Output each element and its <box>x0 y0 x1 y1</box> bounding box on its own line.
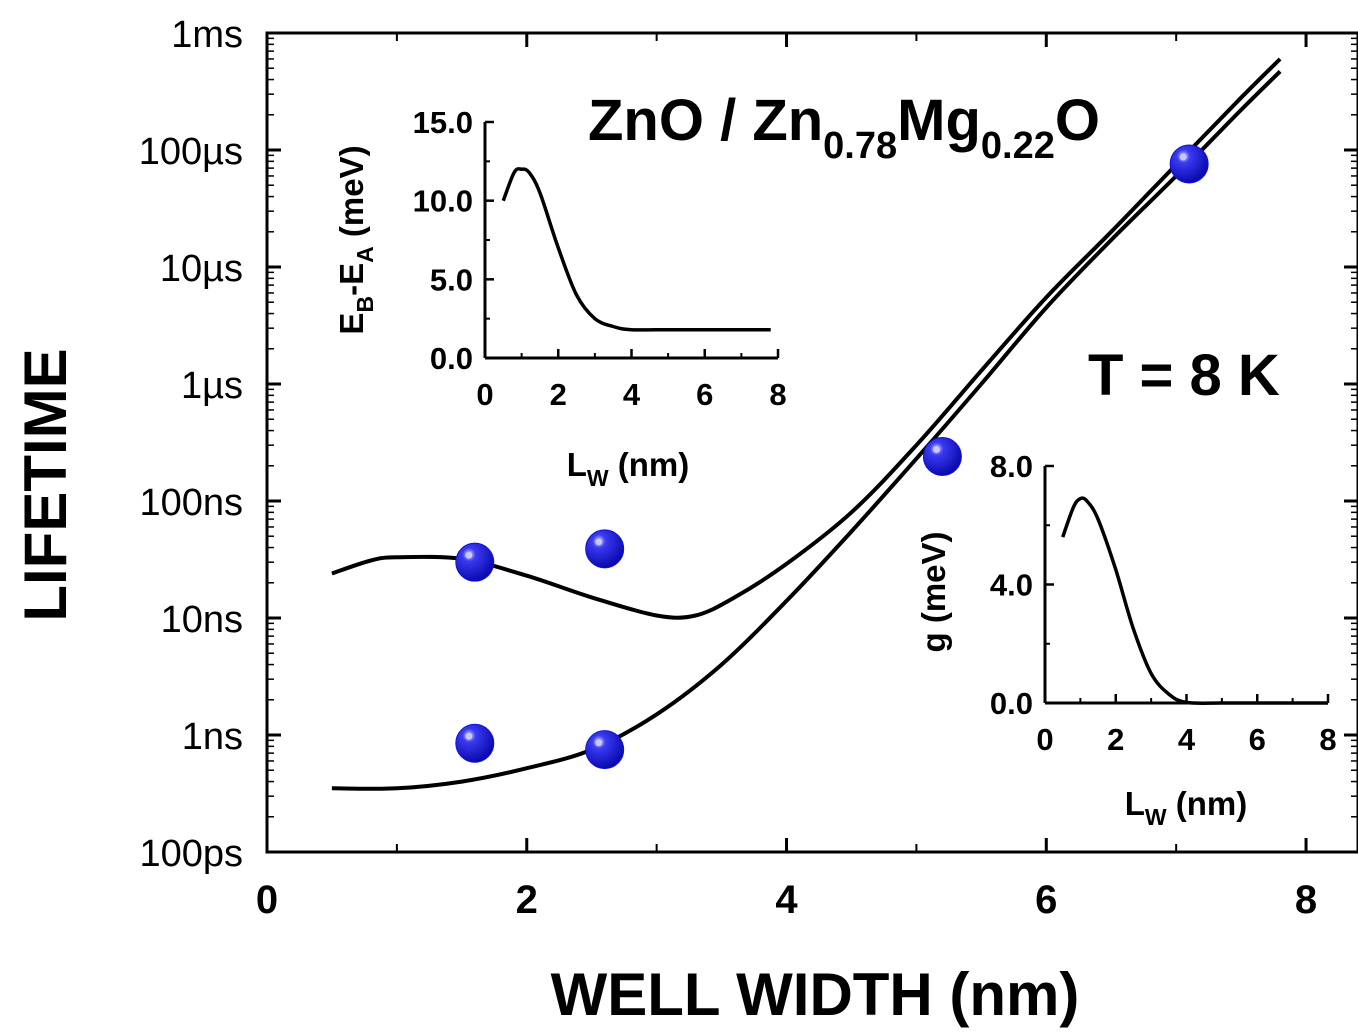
x-tick-label: 8 <box>1295 878 1317 922</box>
inset-x-tick-label: 6 <box>696 377 713 412</box>
data-point <box>455 542 495 582</box>
x-axis-title: WELL WIDTH (nm) <box>551 961 1080 1028</box>
inset1-x-title: LW (nm) <box>567 446 690 491</box>
x-tick-label: 6 <box>1035 878 1057 922</box>
inset-x-tick-label: 4 <box>1178 722 1196 757</box>
chart-title: ZnO / Zn0.78Mg0.22O <box>588 88 1100 167</box>
data-point <box>585 529 625 569</box>
inset-x-tick-label: 2 <box>550 377 567 412</box>
inset-y-tick-label: 8.0 <box>990 449 1033 484</box>
x-tick-label: 4 <box>775 878 798 922</box>
data-point-highlight <box>465 732 473 740</box>
main-plot-border <box>265 31 1358 854</box>
y-tick-label: 100µs <box>139 131 243 173</box>
temperature-annotation: T = 8 K <box>1088 343 1280 408</box>
y-tick-label: 1ms <box>171 14 243 56</box>
data-point-highlight <box>465 551 473 559</box>
inset2-y-title: g (meV) <box>915 531 952 652</box>
data-point-highlight <box>595 538 603 546</box>
data-point-highlight <box>1179 153 1187 161</box>
main-plot-frame <box>265 31 1358 854</box>
data-point <box>1169 144 1209 184</box>
inset-x-tick-label: 8 <box>769 377 786 412</box>
main-curves <box>331 57 1282 791</box>
y-tick-label: 1µs <box>181 365 243 407</box>
inset-x-tick-label: 8 <box>1319 722 1336 757</box>
y-tick-label: 10µs <box>160 248 243 290</box>
y-tick-label: 100ns <box>139 482 243 524</box>
data-point <box>922 437 962 477</box>
inset-y-tick-label: 10.0 <box>413 184 473 219</box>
inset-curve <box>501 167 771 332</box>
main-data-points <box>455 144 1209 770</box>
inset-x-tick-label: 4 <box>623 377 641 412</box>
main-axis-ticks: 0 2 4 6 8 100ps 1ns 10ns 100ns 1µs 10µs 100µs 1ms <box>139 14 1358 922</box>
inset-x-tick-label: 0 <box>476 377 493 412</box>
y-tick-label: 100ps <box>139 833 243 875</box>
inset-y-tick-label: 15.0 <box>413 105 473 140</box>
y-axis-title: LIFETIME <box>12 348 79 621</box>
data-point-highlight <box>595 739 603 747</box>
y-tick-label: 10ns <box>161 599 243 641</box>
inset-y-tick-label: 0.0 <box>990 686 1033 721</box>
inset-y-tick-label: 4.0 <box>990 568 1033 603</box>
x-tick-label: 0 <box>256 878 278 922</box>
inset-y-tick-label: 0.0 <box>430 341 473 376</box>
lifetime-curve-2 <box>331 69 1282 791</box>
inset-y-tick-label: 5.0 <box>430 262 473 297</box>
inset-x-tick-label: 0 <box>1036 722 1053 757</box>
inset-x-tick-label: 2 <box>1107 722 1124 757</box>
x-tick-label: 2 <box>516 878 538 922</box>
inset1-y-title: EB-EA (meV) <box>333 145 378 334</box>
data-point <box>455 723 495 763</box>
inset-energy-splitting: 0 2 4 6 8 0.0 5.0 10.0 15.0 <box>413 105 787 412</box>
inset-x-tick-label: 6 <box>1249 722 1266 757</box>
y-tick-label: 1ns <box>182 716 243 758</box>
data-point-highlight <box>932 446 940 454</box>
inset2-x-title: LW (nm) <box>1125 785 1248 830</box>
data-point <box>585 730 625 770</box>
inset-curve <box>1061 496 1328 705</box>
inset-g-factor: 0 2 4 6 8 0.0 4.0 8.0 <box>990 449 1337 757</box>
